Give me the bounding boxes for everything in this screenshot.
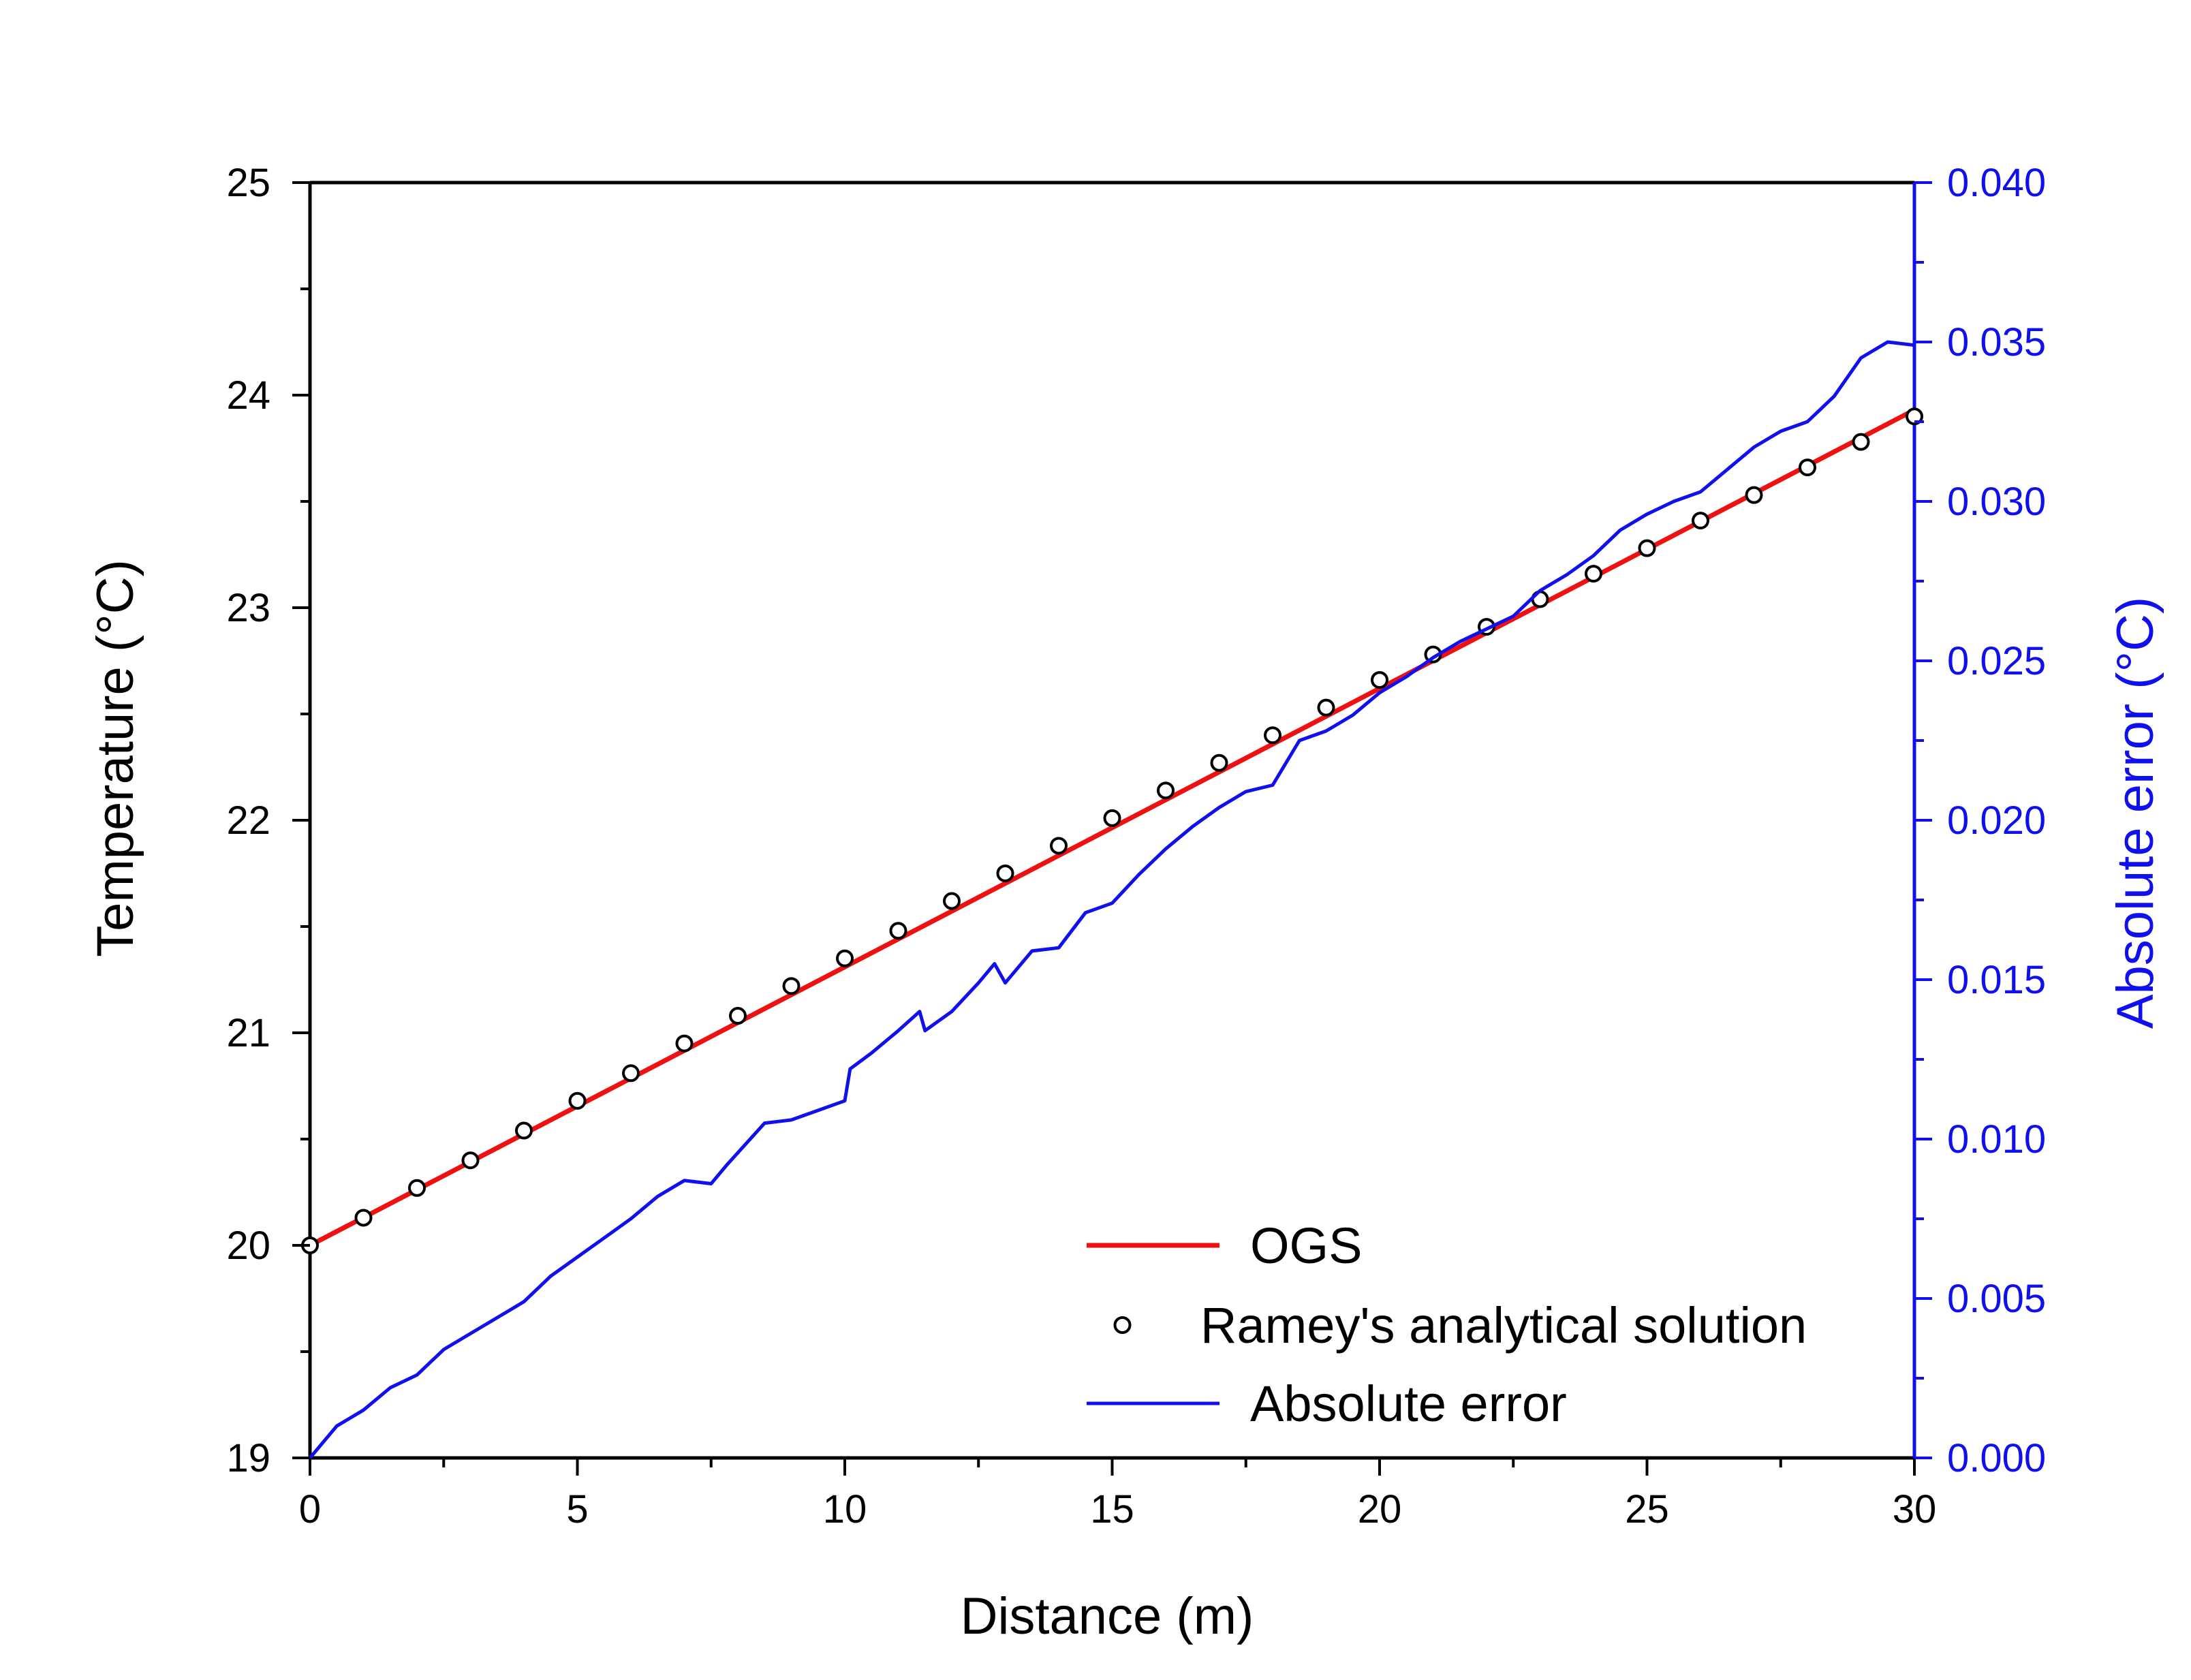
left-tick-label: 23 [226, 586, 270, 630]
analytical-point [408, 1179, 426, 1197]
legend-analytical-label: Ramey's analytical solution [1200, 1297, 1807, 1354]
analytical-point [1317, 698, 1335, 717]
legend-error-label: Absolute error [1250, 1375, 1567, 1432]
series-group [301, 340, 1923, 1459]
analytical-point [622, 1064, 640, 1083]
right-tick-label: 0.005 [1947, 1277, 2046, 1321]
left-tick-label: 22 [226, 798, 270, 843]
left-tick-label: 19 [226, 1436, 270, 1480]
analytical-point [1210, 753, 1228, 772]
ticks-group: 0 5 10 15 20 25 30 19 20 21 22 23 24 25 0.000 0.005 0.01… [226, 161, 2046, 1531]
left-tick-label: 24 [226, 373, 270, 418]
analytical-point [1050, 837, 1068, 855]
right-tick-label: 0.025 [1947, 639, 2046, 683]
legend-ogs-label: OGS [1250, 1217, 1362, 1274]
right-tick-label: 0.040 [1947, 161, 2046, 205]
analytical-point [675, 1034, 694, 1053]
analytical-point [836, 949, 854, 967]
analytical-point [729, 1007, 747, 1025]
right-tick-label: 0.000 [1947, 1436, 2046, 1480]
analytical-point [1906, 407, 1923, 426]
analytical-point [1157, 781, 1175, 800]
analytical-point [354, 1209, 373, 1227]
analytical-point [1264, 726, 1281, 745]
left-tick-label: 20 [226, 1224, 270, 1268]
legend-group: OGS Ramey's analytical solution Absolute e… [1087, 1217, 1807, 1432]
x-tick-label: 0 [299, 1487, 321, 1531]
left-tick-label: 21 [226, 1011, 270, 1055]
analytical-point [568, 1091, 587, 1110]
x-tick-label: 15 [1090, 1487, 1134, 1531]
analytical-point [1585, 565, 1602, 583]
analytical-point [1371, 671, 1388, 689]
legend-analytical-swatch [1113, 1316, 1132, 1334]
analytical-point [1638, 539, 1656, 557]
ogs-line [309, 407, 1916, 1248]
analytical-point [1799, 458, 1816, 477]
analytical-point [461, 1151, 480, 1170]
x-tick-label: 5 [566, 1487, 588, 1531]
analytical-point [1692, 512, 1709, 530]
x-tick-label: 30 [1893, 1487, 1937, 1531]
x-axis-title: Distance (m) [961, 1587, 1254, 1645]
right-tick-label: 0.035 [1947, 320, 2046, 364]
analytical-point [1745, 486, 1763, 504]
analytical-point [943, 892, 961, 910]
right-tick-label: 0.010 [1947, 1117, 2046, 1162]
absolute-error-line [309, 340, 1915, 1459]
analytical-point [889, 922, 907, 940]
analytical-point [1852, 433, 1870, 451]
left-axis-title: Temperature (°C) [87, 559, 144, 957]
right-tick-label: 0.030 [1947, 480, 2046, 524]
analytical-point [515, 1121, 533, 1140]
x-tick-label: 20 [1358, 1487, 1402, 1531]
analytical-point [996, 865, 1014, 882]
x-tick-label: 10 [823, 1487, 867, 1531]
right-tick-label: 0.015 [1947, 958, 2046, 1002]
analytical-point [1103, 809, 1121, 827]
right-axis-title: Absolute error (°C) [2107, 597, 2164, 1029]
x-tick-label: 25 [1625, 1487, 1669, 1531]
left-tick-label: 25 [226, 161, 270, 205]
analytical-point [782, 977, 801, 995]
right-tick-label: 0.020 [1947, 798, 2046, 843]
